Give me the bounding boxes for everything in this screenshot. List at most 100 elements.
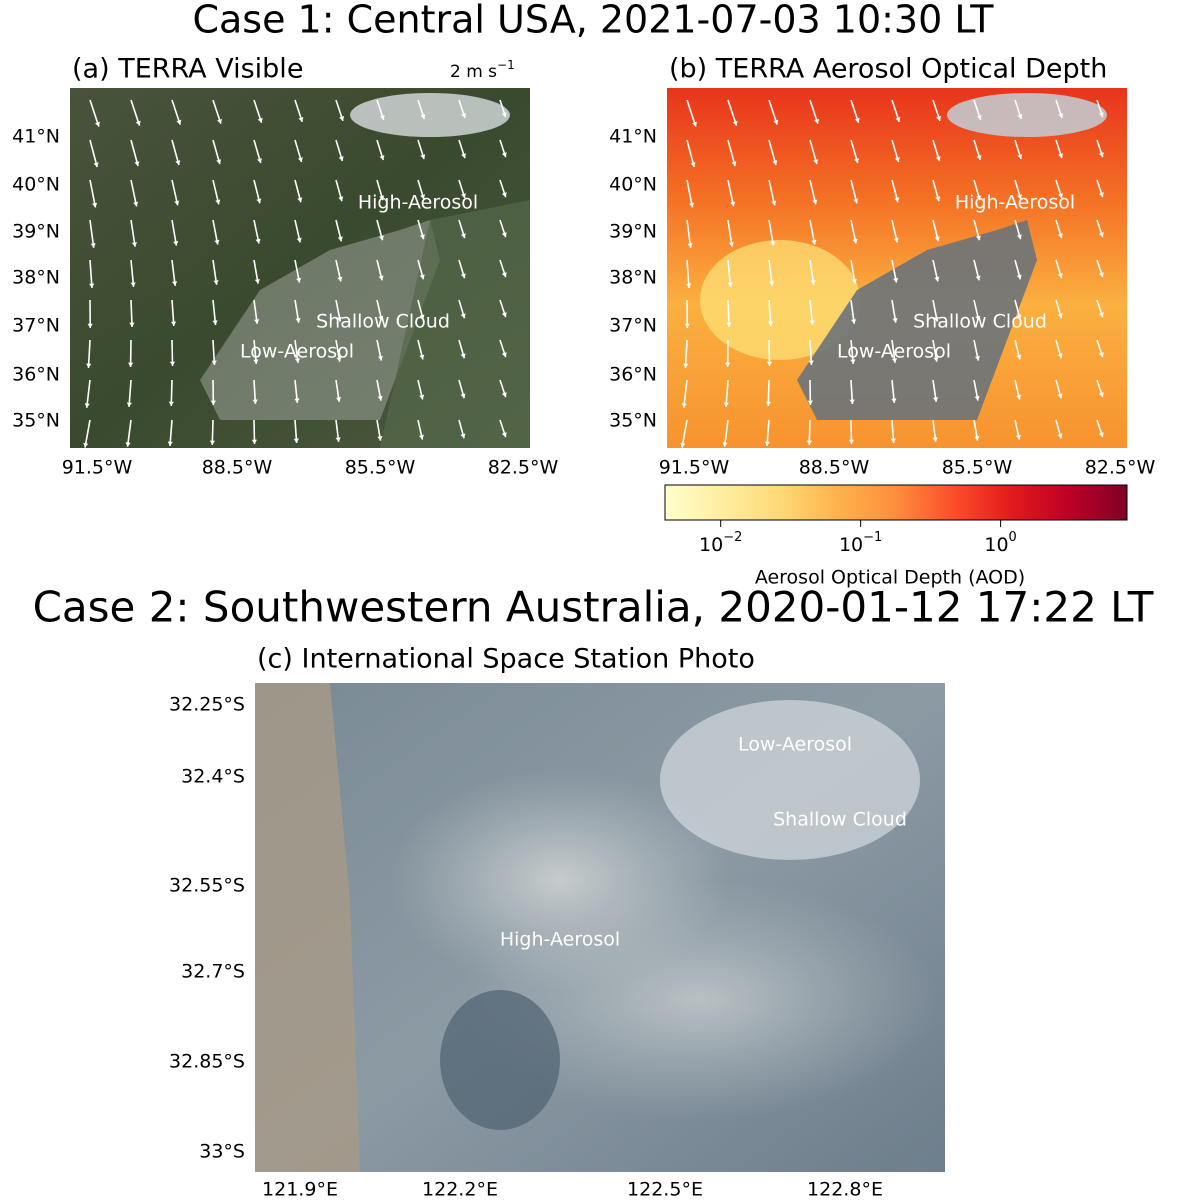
arrow-head bbox=[732, 120, 738, 126]
arrow-head bbox=[1017, 194, 1023, 200]
wind-arrow bbox=[727, 179, 735, 207]
wind-arrow bbox=[682, 379, 688, 408]
arrow-head bbox=[461, 153, 467, 159]
lat-tick-label: 32.4°S bbox=[181, 766, 245, 788]
arrow-head bbox=[338, 156, 344, 162]
arrow-head bbox=[217, 118, 222, 124]
arrow-head bbox=[772, 160, 778, 166]
arrow-head bbox=[893, 237, 899, 243]
arrow-head bbox=[293, 438, 299, 443]
arrow-head bbox=[377, 436, 383, 441]
arrow-head bbox=[976, 155, 982, 161]
shallow-clouds bbox=[660, 700, 920, 860]
lat-tick-label: 40°N bbox=[609, 174, 657, 196]
arrow-head bbox=[680, 442, 686, 448]
arrow-head bbox=[501, 352, 507, 358]
arrow-head bbox=[460, 433, 466, 439]
arrow-head bbox=[254, 278, 260, 284]
arrow-head bbox=[933, 316, 939, 322]
wind-arrow bbox=[126, 419, 132, 447]
arrow-head bbox=[460, 313, 466, 319]
tick-base: 10 bbox=[839, 534, 863, 556]
arrow-head bbox=[336, 357, 342, 362]
lon-tick-label: 122.5°E bbox=[627, 1179, 703, 1200]
arrow-head bbox=[807, 400, 813, 405]
wind-scale: 2 m s−1 bbox=[450, 58, 515, 83]
arrow-head bbox=[420, 114, 426, 119]
wind-arrow bbox=[130, 219, 136, 247]
lat-tick-label: 39°N bbox=[609, 221, 657, 243]
arrow-head bbox=[1057, 433, 1063, 439]
photo-panel bbox=[255, 683, 945, 1172]
lon-tick-label: 122.8°E bbox=[807, 1179, 883, 1200]
arrow-head bbox=[378, 275, 384, 281]
arrow-head bbox=[251, 439, 257, 444]
arrow-head bbox=[933, 397, 939, 402]
arrow-head bbox=[501, 272, 507, 278]
wind-arrow bbox=[171, 339, 174, 367]
arrow-head bbox=[766, 361, 773, 366]
arrow-head bbox=[1098, 272, 1104, 278]
arrow-head bbox=[125, 442, 131, 447]
arrow-head bbox=[854, 158, 859, 164]
arrow-head bbox=[378, 315, 384, 321]
arrow-head bbox=[461, 113, 467, 119]
wind-arrow bbox=[171, 299, 175, 326]
arrow-head bbox=[1098, 192, 1104, 198]
arrow-head bbox=[809, 320, 815, 325]
arrow-head bbox=[812, 199, 818, 205]
panel-title: (b) TERRA Aerosol Optical Depth bbox=[669, 54, 1107, 85]
arrow-head bbox=[83, 442, 89, 448]
wind-arrow bbox=[130, 299, 133, 328]
arrow-head bbox=[934, 236, 940, 242]
arrow-head bbox=[297, 157, 303, 163]
arrow-head bbox=[420, 154, 426, 160]
wind-arrow bbox=[727, 139, 736, 167]
arrow-head bbox=[891, 398, 897, 403]
arrow-head bbox=[175, 160, 181, 166]
lat-tick-label: 32.25°S bbox=[169, 694, 245, 716]
lon-tick-label: 91.5°W bbox=[659, 457, 730, 479]
arrow-head bbox=[1057, 353, 1063, 359]
wind-arrow bbox=[130, 179, 138, 207]
annotation: Shallow Cloud bbox=[913, 311, 1047, 333]
arrow-head bbox=[294, 358, 301, 363]
annotation: Shallow Cloud bbox=[316, 311, 450, 333]
annotation: Low-Aerosol bbox=[240, 341, 354, 363]
lat-tick-label: 35°N bbox=[609, 410, 657, 432]
arrow-head bbox=[501, 432, 507, 438]
map-panel bbox=[667, 88, 1127, 448]
lat-tick-label: 38°N bbox=[12, 267, 60, 289]
wind-scale-exponent: −1 bbox=[497, 58, 515, 72]
swath bbox=[380, 200, 530, 448]
arrow-head bbox=[1098, 152, 1104, 158]
wind-arrow bbox=[686, 219, 692, 248]
arrow-head bbox=[419, 394, 425, 400]
wind-arrow bbox=[768, 299, 772, 326]
arrow-head bbox=[727, 282, 733, 287]
arrow-head bbox=[501, 192, 507, 198]
arrow-head bbox=[975, 235, 981, 241]
arrow-head bbox=[683, 363, 689, 368]
colorbar-tick-label: 100 bbox=[984, 530, 1016, 556]
arrow-head bbox=[460, 393, 466, 399]
arrow-head bbox=[95, 121, 100, 127]
arrow-head bbox=[337, 236, 343, 242]
lat-tick-label: 41°N bbox=[12, 126, 60, 148]
arrow-head bbox=[849, 399, 855, 404]
arrow-head bbox=[379, 115, 385, 120]
arrow-head bbox=[339, 115, 345, 121]
arrow-head bbox=[501, 232, 507, 238]
arrow-head bbox=[1058, 193, 1063, 199]
arrow-head bbox=[378, 235, 384, 241]
arrow-head bbox=[893, 277, 899, 283]
wind-arrow bbox=[686, 179, 694, 208]
arrow-head bbox=[730, 201, 736, 207]
arrow-head bbox=[894, 197, 900, 203]
arrow-head bbox=[92, 202, 98, 208]
wind-arrow bbox=[727, 99, 738, 126]
arrow-head bbox=[731, 161, 737, 167]
arrow-head bbox=[1057, 313, 1063, 319]
arrow-head bbox=[850, 359, 856, 364]
arrow-head bbox=[1016, 234, 1022, 240]
